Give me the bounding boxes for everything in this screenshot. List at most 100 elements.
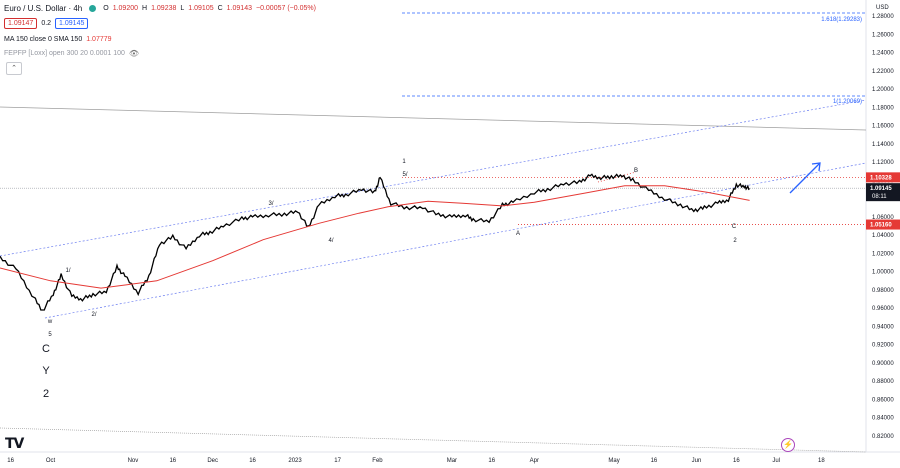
- time-tick-label: Dec: [207, 458, 218, 464]
- wave-label-1-top: 1: [402, 159, 406, 165]
- ma-value: 1.07779: [86, 36, 112, 43]
- high-label: H: [142, 5, 148, 12]
- price-tick-label: 1.12000: [872, 160, 894, 166]
- fib-1-label: 1(1.20069): [833, 99, 862, 105]
- price-tick-label: 1.16000: [872, 124, 894, 130]
- price-tick-label: 0.88000: [872, 379, 894, 385]
- fib-indicator-label: FEPFP [Loxx] open 300 20 0.0001 100: [4, 50, 125, 57]
- price-tick-label: 1.14000: [872, 142, 894, 148]
- resistance-price-badge: 1.10328: [870, 175, 892, 181]
- ma-legend[interactable]: MA 150 close 0 SMA 150 1.07779: [4, 36, 112, 43]
- price-tick-label: 1.04000: [872, 233, 894, 239]
- time-tick-label: Jun: [692, 458, 702, 464]
- time-tick-label: Jul: [772, 458, 780, 464]
- price-series-line: [0, 173, 750, 311]
- wave-label-y-big: Y: [42, 365, 50, 377]
- lower-grey-trendline: [0, 427, 867, 453]
- time-tick-label: Feb: [372, 458, 383, 464]
- price-tick-label: 0.82000: [872, 434, 894, 440]
- resistance-price-badge-bg: [866, 172, 900, 183]
- close-label: C: [217, 5, 223, 12]
- buy-price-button[interactable]: 1.09145: [55, 18, 89, 29]
- open-value: 1.09200: [112, 5, 139, 12]
- eye-hidden-icon[interactable]: 👁: [128, 49, 140, 58]
- price-tick-label: 0.86000: [872, 397, 894, 403]
- channel-lower-line: [44, 162, 867, 319]
- channel-upper-line: [0, 99, 867, 257]
- time-tick-label: 17: [334, 458, 341, 464]
- wave-label-c-big: C: [42, 343, 50, 355]
- wave-label-2-small: 2: [733, 238, 737, 244]
- time-tick-label: May: [608, 458, 619, 464]
- wave-label-5-slash: 5/: [402, 172, 407, 178]
- support-price-badge-bg: [866, 219, 900, 230]
- tradingview-logo-icon: TV: [5, 436, 24, 452]
- spread-value: 0.2: [41, 20, 52, 27]
- price-badges-layer: 1.10328 1.09145 08:11 1.05160: [866, 172, 900, 230]
- time-tick-label: 16: [651, 458, 658, 464]
- wave-b-dotted-line: [597, 171, 637, 183]
- fib-1618-label: 1.618(1.29283): [821, 17, 862, 23]
- support-price-badge: 1.05160: [870, 223, 892, 229]
- wave-label-2-big: 2: [43, 388, 49, 400]
- fib-indicator-legend[interactable]: FEPFP [Loxx] open 300 20 0.0001 100 👁: [4, 49, 139, 58]
- wave-label-w: w: [47, 319, 53, 325]
- ma-label: MA 150 close 0 SMA 150: [4, 36, 83, 43]
- series-layer: [0, 173, 750, 311]
- price-tick-label: 1.28000: [872, 14, 894, 20]
- time-tick-label: 16: [733, 458, 740, 464]
- time-tick-label: 16: [249, 458, 256, 464]
- chevron-up-icon: ⌃: [11, 65, 17, 72]
- price-tick-label: 1.02000: [872, 251, 894, 257]
- price-tick-label: 1.26000: [872, 32, 894, 38]
- price-tick-label: 0.84000: [872, 416, 894, 422]
- wave-label-4-slash: 4/: [328, 238, 333, 244]
- symbol-legend[interactable]: Euro / U.S. Dollar · 4h O 1.09200 H 1.0923…: [4, 4, 316, 13]
- price-tick-label: 1.22000: [872, 69, 894, 75]
- price-tick-label: 0.90000: [872, 361, 894, 367]
- ma150-series-line: [0, 185, 750, 289]
- symbol-title: Euro / U.S. Dollar · 4h: [4, 4, 83, 13]
- current-price-badge-bg: [866, 183, 900, 202]
- currency-label: USD: [876, 5, 889, 11]
- price-tick-label: 1.06000: [872, 215, 894, 221]
- open-label: O: [103, 5, 109, 12]
- market-open-icon: [89, 5, 97, 12]
- change-value: −0.00057 (−0.05%): [255, 5, 316, 12]
- high-value: 1.09238: [151, 5, 177, 12]
- countdown-label: 08:11: [872, 194, 887, 200]
- price-tick-label: 1.18000: [872, 105, 894, 111]
- time-tick-label: Mar: [447, 458, 457, 464]
- wave-label-5-low: 5: [48, 332, 52, 338]
- time-tick-label: 16: [7, 458, 14, 464]
- wave-label-b: B: [634, 168, 638, 174]
- bid-ask-row: 1.09147 0.2 1.09145: [4, 18, 89, 29]
- sell-price-button[interactable]: 1.09147: [4, 18, 38, 29]
- collapse-legend-button[interactable]: ⌃: [6, 62, 22, 75]
- wave-label-2-slash: 2/: [91, 312, 96, 318]
- price-tick-label: 0.92000: [872, 343, 894, 349]
- price-tick-label: 1.24000: [872, 51, 894, 57]
- price-tick-label: 0.94000: [872, 324, 894, 330]
- projection-arrow-head: [811, 162, 821, 172]
- price-tick-label: 0.98000: [872, 288, 894, 294]
- price-tick-label: 1.00000: [872, 270, 894, 276]
- price-tick-label: 1.20000: [872, 87, 894, 93]
- time-tick-label: Oct: [46, 458, 56, 464]
- wave-label-1-slash: 1/: [65, 268, 70, 274]
- time-tick-label: 18: [818, 458, 825, 464]
- low-label: L: [180, 5, 185, 12]
- wave-label-3-slash: 3/: [268, 201, 273, 207]
- wave-label-a: A: [516, 231, 520, 237]
- time-tick-label: Nov: [128, 458, 139, 464]
- close-value: 1.09143: [226, 5, 252, 12]
- current-price-badge: 1.09145: [870, 186, 892, 192]
- time-tick-label: 16: [169, 458, 176, 464]
- time-tick-label: Apr: [530, 458, 539, 464]
- lightning-icon[interactable]: ⚡: [781, 438, 795, 452]
- time-tick-label: 2023: [288, 458, 302, 464]
- overlay-lines-layer: 1.618(1.29283) 1(1.20069): [0, 12, 867, 453]
- low-value: 1.09105: [188, 5, 214, 12]
